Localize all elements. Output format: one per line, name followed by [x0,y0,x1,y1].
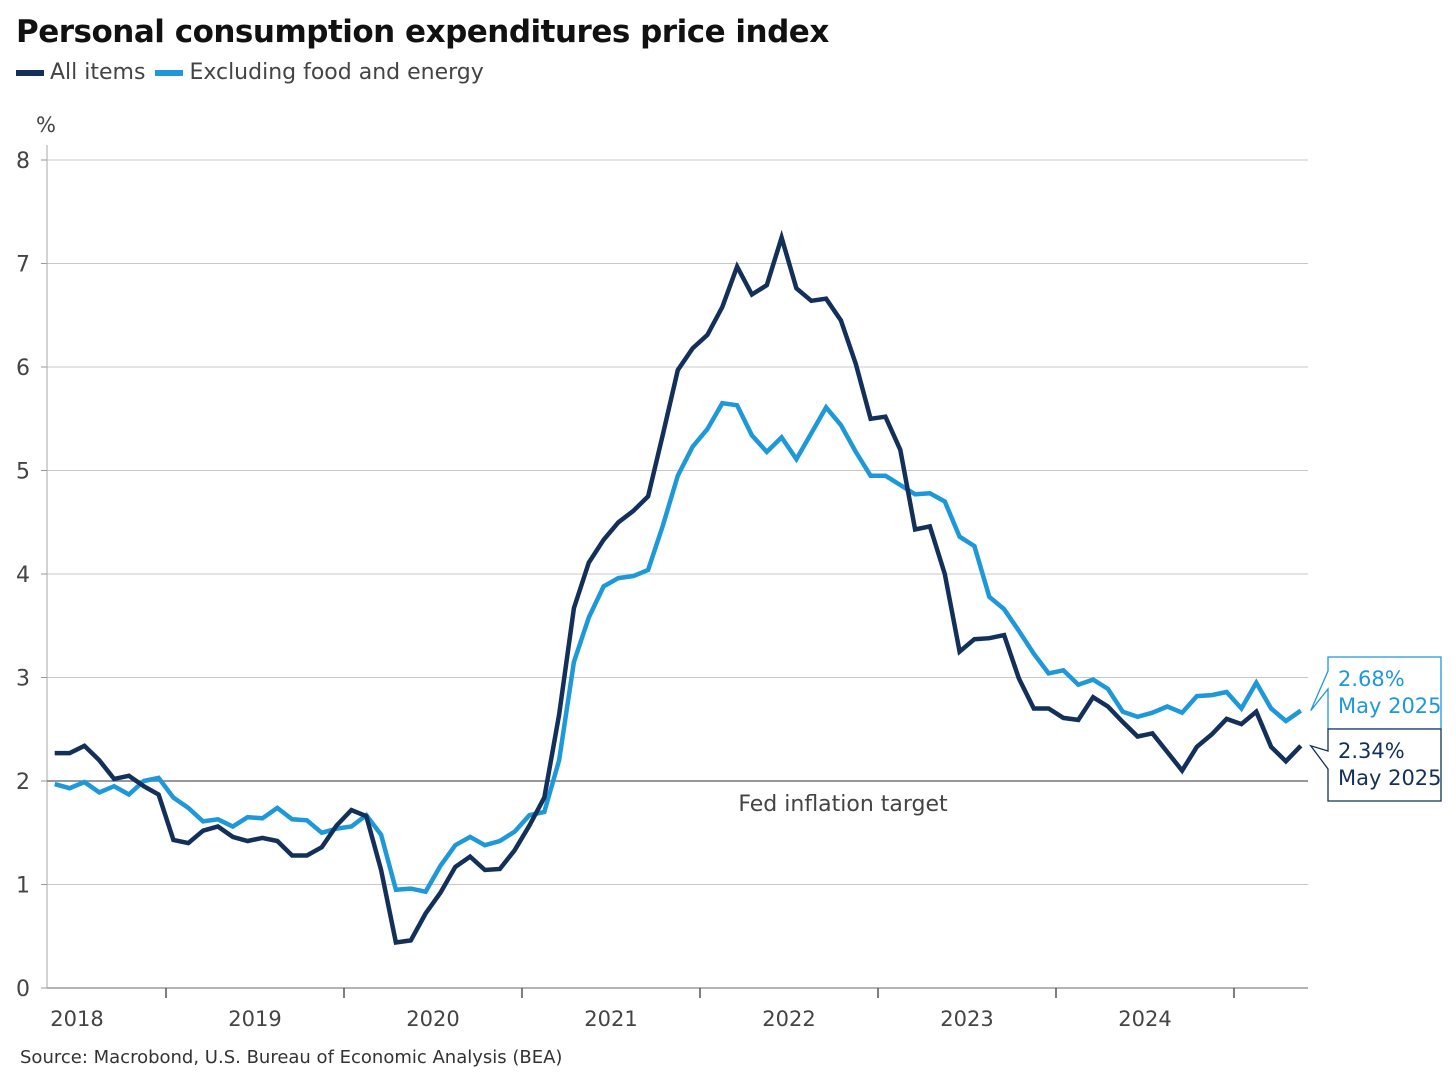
x-tick-label: 2020 [406,1007,459,1031]
callout-all-items-date: May 2025 [1338,766,1442,790]
y-tick-label: 5 [16,460,30,485]
series-line-core [54,400,1303,895]
x-tick-label: 2019 [228,1007,281,1031]
y-tick-label: 8 [16,149,30,174]
fed-target-label: Fed inflation target [738,792,948,817]
callout-all-items-value: 2.34% [1338,739,1405,763]
legend-swatch [16,69,44,76]
legend-item-core: Excluding food and energy [155,60,484,85]
y-tick-label: 0 [16,977,30,1002]
y-tick-label: 2 [16,770,30,795]
x-tick-label: 2018 [50,1007,103,1031]
series-line-all-items [54,229,1303,946]
y-axis-unit-label: % [36,113,56,137]
x-tick-label: 2024 [1118,1007,1171,1031]
callout-core-box [1310,656,1442,730]
legend-label: Excluding food and energy [189,60,484,85]
callout-core-date: May 2025 [1338,694,1442,718]
callout-core-value: 2.68% [1338,667,1405,691]
x-tick-label: 2022 [762,1007,815,1031]
y-tick-label: 3 [16,667,30,692]
y-tick-label: 6 [16,356,30,381]
legend: All items Excluding food and energy [16,60,484,85]
legend-item-all-items: All items [16,60,145,85]
y-tick-label: 4 [16,563,30,588]
x-tick-label: 2023 [940,1007,993,1031]
y-tick-label: 1 [16,874,30,899]
source-note: Source: Macrobond, U.S. Bureau of Econom… [20,1047,563,1068]
x-tick-label: 2021 [584,1007,637,1031]
legend-label: All items [50,60,146,85]
chart-title: Personal consumption expenditures price … [16,14,829,50]
legend-swatch [155,69,184,76]
y-tick-label: 7 [16,253,30,278]
callout-all-items-box [1309,728,1442,802]
